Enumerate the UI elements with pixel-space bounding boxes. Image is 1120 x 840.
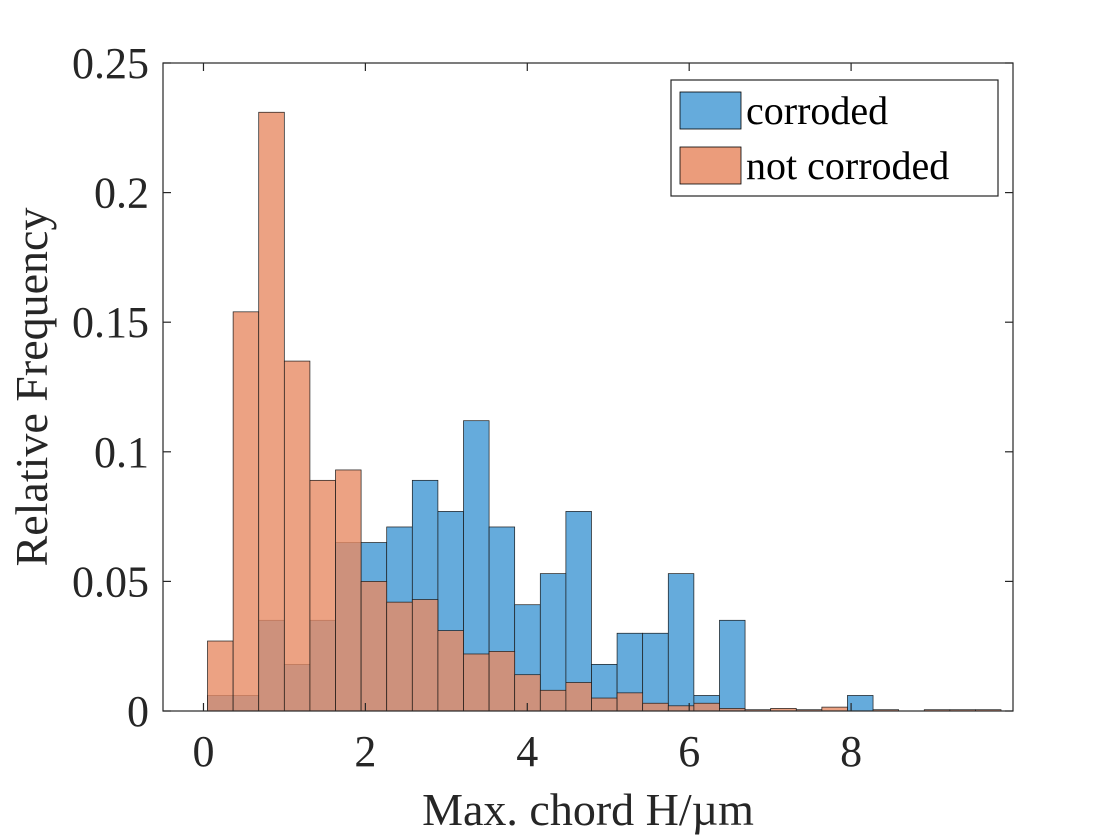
bar-not-corroded-13 <box>539 689 567 712</box>
y-tick-label-1: 0.05 <box>72 557 149 606</box>
y-tick-label-5: 0.25 <box>72 39 149 88</box>
bar-not-corroded-6 <box>360 581 388 712</box>
y-tick-label-0: 0 <box>127 687 149 736</box>
bar-not-corroded-14 <box>565 682 592 712</box>
x-tick-label-2: 4 <box>516 727 538 776</box>
y-axis-label: Relative Frequency <box>6 208 57 567</box>
x-tick-label-0: 0 <box>192 727 214 776</box>
y-tick-label-3: 0.15 <box>72 298 149 347</box>
x-tick-label-3: 6 <box>678 727 700 776</box>
bar-not-corroded-2 <box>258 111 285 712</box>
y-tick-label-2: 0.1 <box>94 428 149 477</box>
bar-not-corroded-7 <box>386 601 413 712</box>
bar-not-corroded-8 <box>411 599 439 712</box>
bar-corroded-14 <box>565 511 592 712</box>
y-tick-label-4: 0.2 <box>94 169 149 218</box>
x-tick-label-4: 8 <box>840 727 862 776</box>
bar-corroded-18 <box>667 573 695 712</box>
legend: corroded not corroded <box>670 79 999 197</box>
bar-corroded-20 <box>719 619 746 712</box>
legend-swatch-not-corroded <box>679 146 742 185</box>
bar-not-corroded-1 <box>232 311 260 712</box>
bar-not-corroded-11 <box>488 651 516 712</box>
bar-not-corroded-15 <box>591 697 618 712</box>
bar-not-corroded-5 <box>335 469 362 712</box>
bar-not-corroded-10 <box>463 653 490 712</box>
bar-not-corroded-19 <box>693 702 720 712</box>
legend-label-not-corroded: not corroded <box>746 143 949 188</box>
bar-not-corroded-4 <box>309 479 336 712</box>
bar-not-corroded-9 <box>437 630 464 712</box>
ticks-layer <box>163 62 1013 712</box>
bar-corroded-17 <box>642 632 669 712</box>
bar-not-corroded-3 <box>283 360 311 712</box>
bar-not-corroded-16 <box>616 692 644 712</box>
legend-label-corroded: corroded <box>746 88 888 133</box>
x-tick-label-1: 2 <box>354 727 376 776</box>
x-axis-label: Max. chord H/µm <box>422 784 754 835</box>
tick-labels-layer: 0 2 4 6 8 0 0.05 0.1 0.15 0.2 0.25 <box>72 39 862 776</box>
bar-not-corroded-17 <box>642 702 669 712</box>
bars-layer <box>207 111 1002 712</box>
axes-box <box>162 62 1014 712</box>
legend-swatch-corroded <box>679 91 742 130</box>
bar-not-corroded-18 <box>667 705 695 712</box>
bar-not-corroded-0 <box>207 640 234 712</box>
